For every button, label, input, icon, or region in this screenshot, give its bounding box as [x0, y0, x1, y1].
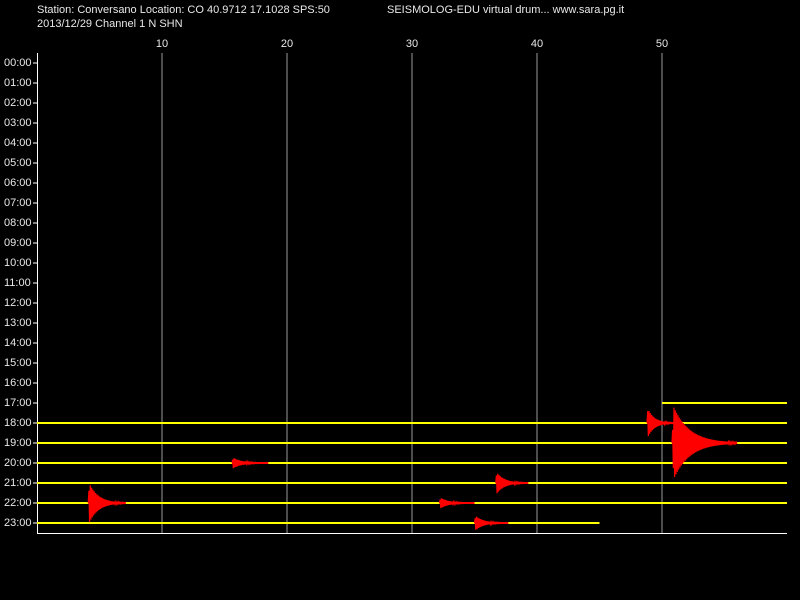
y-tick-label: 02:00 — [4, 97, 32, 109]
y-tick-label: 11:00 — [4, 277, 31, 289]
y-tick-label: 14:00 — [4, 337, 32, 349]
y-tick-label: 12:00 — [4, 297, 32, 309]
y-tick-label: 00:00 — [4, 57, 32, 69]
y-tick-label: 05:00 — [4, 157, 32, 169]
y-tick-label: 06:00 — [4, 177, 32, 189]
y-tick-label: 15:00 — [4, 357, 32, 369]
x-tick-label: 40 — [531, 38, 543, 50]
x-tick-label: 50 — [656, 38, 668, 50]
x-tick-label: 10 — [156, 38, 168, 50]
y-tick-label: 13:00 — [4, 317, 32, 329]
y-tick-label: 19:00 — [4, 437, 32, 449]
y-tick-label: 23:00 — [4, 517, 32, 529]
x-tick-label: 20 — [281, 38, 293, 50]
y-tick-label: 21:00 — [4, 477, 32, 489]
y-tick-label: 22:00 — [4, 497, 32, 509]
y-tick-label: 20:00 — [4, 457, 32, 469]
y-tick-label: 08:00 — [4, 217, 32, 229]
y-tick-label: 10:00 — [4, 257, 32, 269]
y-tick-label: 16:00 — [4, 377, 32, 389]
x-tick-label: 30 — [406, 38, 418, 50]
y-tick-label: 04:00 — [4, 137, 32, 149]
y-tick-label: 07:00 — [4, 197, 32, 209]
y-tick-label: 03:00 — [4, 117, 32, 129]
y-tick-label: 18:00 — [4, 417, 32, 429]
chart-title: Station: Conversano Location: CO 40.9712… — [37, 4, 330, 16]
chart-subtitle: 2013/12/29 Channel 1 N SHN — [37, 18, 183, 30]
annotation: SEISMOLOG-EDU virtual drum... www.sara.p… — [387, 4, 624, 16]
y-tick-label: 09:00 — [4, 237, 32, 249]
y-tick-label: 17:00 — [4, 397, 32, 409]
y-tick-label: 01:00 — [4, 77, 32, 89]
